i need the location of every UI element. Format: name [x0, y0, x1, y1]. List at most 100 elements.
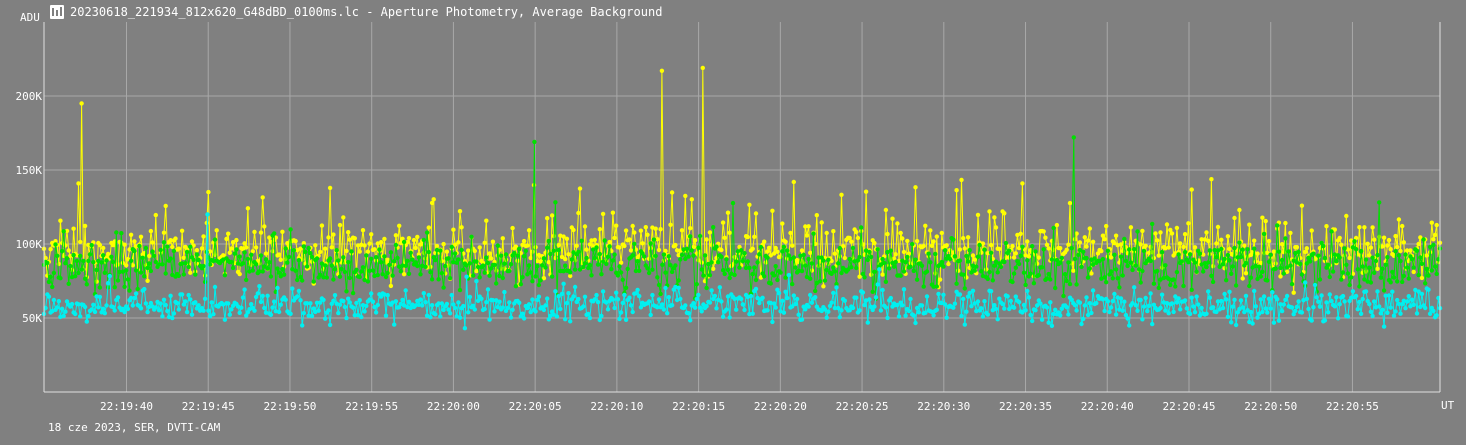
yellow-data-point: [1104, 223, 1109, 229]
cyan-data-point: [673, 284, 678, 290]
yellow-data-point: [1299, 203, 1305, 208]
cyan-data-point: [656, 297, 662, 302]
cyan-data-point: [572, 284, 578, 290]
green-data-point: [612, 252, 617, 257]
green-data-point: [512, 251, 517, 256]
green-data-point: [1342, 246, 1347, 251]
green-data-point: [1182, 249, 1188, 255]
light-curve-app-icon[interactable]: [50, 5, 64, 19]
yellow-data-point: [592, 237, 597, 243]
cyan-data-point: [1268, 306, 1273, 311]
cyan-data-point: [1135, 308, 1140, 313]
yellow-data-point: [700, 65, 705, 71]
cyan-data-point: [1074, 308, 1079, 313]
green-data-point: [753, 277, 759, 283]
green-data-point: [1071, 135, 1077, 140]
yellow-data-point: [489, 256, 494, 261]
green-data-point: [168, 256, 173, 261]
x-tick-label: 22:20:30: [917, 400, 970, 413]
cyan-data-point: [867, 297, 872, 302]
green-data-point: [119, 231, 124, 236]
cyan-data-point: [1143, 295, 1148, 301]
cyan-data-point: [791, 293, 796, 298]
yellow-data-point: [819, 220, 824, 225]
cyan-data-point: [637, 293, 642, 299]
cyan-data-point: [906, 308, 912, 314]
cyan-data-point: [1225, 314, 1231, 319]
green-data-point: [1345, 271, 1351, 276]
green-data-point: [196, 257, 201, 263]
green-data-point: [298, 274, 303, 280]
title-bar: 20230618_221934_812x620_G48dBD_0100ms.lc…: [50, 3, 662, 21]
green-data-point: [296, 258, 302, 263]
cyan-data-point: [1122, 299, 1127, 304]
green-data-point: [1155, 268, 1160, 274]
green-data-point: [211, 258, 216, 264]
yellow-data-point: [842, 255, 847, 261]
cyan-data-point: [964, 309, 969, 314]
cyan-data-point: [132, 295, 137, 301]
green-data-point: [847, 256, 852, 262]
cyan-data-point: [665, 311, 670, 316]
cyan-data-point: [84, 319, 90, 324]
green-data-point: [1115, 276, 1120, 281]
green-data-point: [237, 254, 242, 259]
yellow-data-point: [821, 284, 826, 289]
green-data-point: [716, 260, 721, 265]
cyan-data-point: [1324, 300, 1329, 305]
green-data-point: [849, 265, 854, 270]
cyan-data-point: [436, 301, 441, 306]
green-data-point: [354, 267, 359, 272]
yellow-data-point: [1304, 246, 1310, 251]
green-data-point: [1233, 283, 1239, 288]
green-data-point: [974, 264, 979, 269]
cyan-data-point: [1380, 307, 1385, 312]
cyan-data-point: [1007, 306, 1012, 312]
green-data-point: [234, 247, 239, 252]
green-data-point: [1187, 252, 1193, 257]
cyan-data-point: [1403, 306, 1408, 311]
cyan-data-point: [211, 312, 216, 317]
cyan-data-point: [957, 292, 963, 297]
cyan-data-point: [551, 312, 556, 317]
yellow-data-point: [1066, 242, 1071, 247]
cyan-data-point: [160, 314, 165, 319]
yellow-data-point: [1214, 241, 1219, 246]
cyan-data-point: [831, 290, 836, 296]
green-data-point: [507, 268, 512, 274]
cyan-data-point: [1197, 313, 1203, 318]
green-data-point: [438, 248, 443, 253]
green-data-point: [1020, 244, 1025, 249]
cyan-data-point: [961, 296, 966, 302]
cyan-data-point: [393, 299, 399, 304]
cyan-data-point: [1266, 296, 1272, 301]
green-data-point: [1255, 276, 1260, 282]
cyan-data-point: [130, 303, 135, 308]
green-data-point: [456, 257, 461, 262]
green-data-point: [1201, 269, 1206, 274]
cyan-data-point: [929, 309, 935, 315]
cyan-data-point: [1301, 298, 1306, 303]
yellow-data-point: [1143, 243, 1148, 248]
cyan-data-point: [794, 296, 800, 302]
cyan-data-point: [403, 288, 408, 293]
yellow-data-point: [201, 234, 206, 239]
green-data-point: [137, 243, 142, 249]
cyan-series: [41, 212, 1443, 331]
yellow-data-point: [946, 261, 951, 267]
green-data-point: [1362, 277, 1367, 282]
green-data-point: [1411, 265, 1416, 270]
green-data-point: [883, 279, 889, 284]
cyan-data-point: [193, 300, 198, 305]
cyan-data-point: [1240, 305, 1245, 310]
yellow-data-point: [704, 237, 709, 242]
yellow-data-point: [854, 229, 859, 235]
green-data-point: [346, 259, 351, 265]
green-data-point: [970, 263, 976, 268]
green-data-point: [737, 265, 742, 270]
green-data-point: [735, 249, 741, 254]
yellow-data-point: [1370, 225, 1375, 230]
green-data-point: [1048, 277, 1053, 282]
green-data-point: [532, 139, 537, 145]
yellow-data-point: [398, 240, 403, 246]
